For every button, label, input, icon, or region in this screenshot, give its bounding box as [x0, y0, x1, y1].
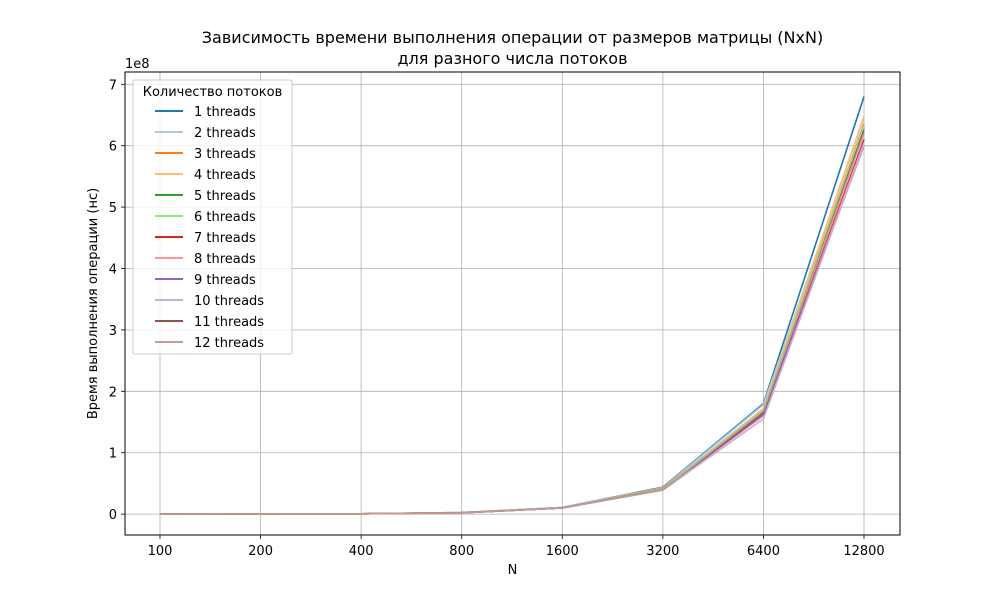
x-tick-label: 100: [148, 544, 173, 559]
x-tick-label: 1600: [546, 544, 579, 559]
legend-item: 3 threads: [155, 147, 256, 162]
y-tick-label: 5: [109, 201, 117, 216]
legend-label: 2 threads: [194, 126, 256, 141]
y-tick-label: 2: [109, 385, 117, 400]
legend: Количество потоков 1 threads 2 threads 3 t…: [132, 79, 293, 355]
legend-label: 7 threads: [194, 231, 256, 246]
legend-item: 12 threads: [155, 336, 264, 351]
plot-area-frame: [124, 71, 901, 536]
legend-label: 1 threads: [194, 105, 256, 120]
legend-label: 10 threads: [194, 294, 264, 309]
x-tick-label: 800: [449, 544, 474, 559]
legend-title: Количество потоков: [143, 85, 283, 100]
legend-label: 8 threads: [194, 252, 256, 267]
legend-label: 12 threads: [194, 336, 264, 351]
x-axis-label: N: [508, 563, 518, 578]
x-tick-label: 6400: [747, 544, 780, 559]
x-tick-label: 3200: [646, 544, 679, 559]
legend-item: 6 threads: [155, 210, 256, 225]
legend-label: 11 threads: [194, 315, 264, 330]
x-tick-label: 400: [349, 544, 374, 559]
legend-items: 1 threads 2 threads 3 threads 4 threads 5 th…: [155, 105, 264, 351]
x-tick-label: 12800: [843, 544, 884, 559]
legend-item: 4 threads: [155, 168, 256, 183]
legend-item: 9 threads: [155, 273, 256, 288]
y-tick-label: 1: [109, 447, 117, 462]
legend-label: 6 threads: [194, 210, 256, 225]
legend-item: 7 threads: [155, 231, 256, 246]
legend-label: 3 threads: [194, 147, 256, 162]
x-tick-label: 200: [248, 544, 273, 559]
legend-item: 2 threads: [155, 126, 256, 141]
series-line: [159, 133, 865, 515]
x-axis-ticks: 100 200 400 800 1600 3200 6400 12800: [148, 535, 885, 559]
y-tick-label: 3: [109, 324, 117, 339]
y-axis-ticks: 0 1 2 3 4 5 6 7: [109, 78, 125, 523]
legend-label: 9 threads: [194, 273, 256, 288]
legend-label: 5 threads: [194, 189, 256, 204]
legend-item: 10 threads: [155, 294, 264, 309]
chart-title: Зависимость времени выполнения операции …: [202, 28, 823, 47]
y-tick-label: 7: [109, 78, 117, 93]
legend-item: 1 threads: [155, 105, 256, 120]
legend-box: [132, 79, 293, 355]
y-tick-label: 6: [109, 140, 117, 155]
legend-item: 11 threads: [155, 315, 264, 330]
series-lines: [159, 96, 865, 515]
chart-subtitle: для разного числа потоков: [397, 49, 627, 68]
legend-label: 4 threads: [194, 168, 256, 183]
y-axis-label: Время выполнения операции (нс): [86, 188, 101, 419]
y-scale-label: 1e8: [125, 57, 150, 72]
y-tick-label: 4: [109, 262, 117, 277]
legend-item: 5 threads: [155, 189, 256, 204]
legend-item: 8 threads: [155, 252, 256, 267]
y-tick-label: 0: [109, 508, 117, 523]
